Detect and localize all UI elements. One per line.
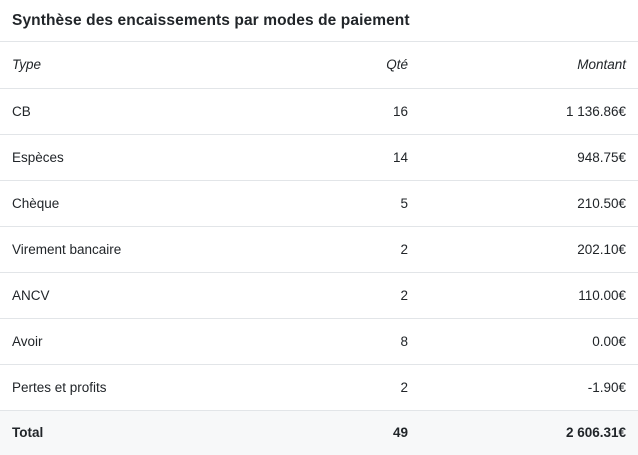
row-type-cell: CB	[0, 88, 300, 135]
row-qty-cell: 16	[300, 88, 420, 135]
row-qty-cell: 5	[300, 180, 420, 227]
row-amount-cell: 0.00€	[420, 318, 638, 365]
column-header-type: Type	[0, 42, 300, 89]
row-amount-cell: 110.00€	[420, 272, 638, 319]
total-label: Total	[0, 410, 300, 455]
total-qty: 49	[300, 410, 420, 455]
row-amount-cell: 948.75€	[420, 134, 638, 181]
table-row: CB 16 1 136.86€	[0, 88, 638, 135]
row-type-cell: Avoir	[0, 318, 300, 365]
row-qty-cell: 2	[300, 272, 420, 319]
table-row: Espèces 14 948.75€	[0, 134, 638, 181]
row-amount-cell: 1 136.86€	[420, 88, 638, 135]
table-row: Chèque 5 210.50€	[0, 180, 638, 227]
row-qty-cell: 2	[300, 226, 420, 273]
column-header-amount: Montant	[420, 42, 638, 89]
total-amount: 2 606.31€	[420, 410, 638, 455]
page-title: Synthèse des encaissements par modes de …	[0, 0, 638, 42]
row-type-cell: ANCV	[0, 272, 300, 319]
row-amount-cell: 210.50€	[420, 180, 638, 227]
row-qty-cell: 2	[300, 364, 420, 411]
table-row: ANCV 2 110.00€	[0, 272, 638, 319]
table-row: Avoir 8 0.00€	[0, 318, 638, 365]
row-type-cell: Chèque	[0, 180, 300, 227]
row-type-cell: Pertes et profits	[0, 364, 300, 411]
table-total-row: Total 49 2 606.31€	[0, 410, 638, 455]
row-qty-cell: 8	[300, 318, 420, 365]
row-type-cell: Virement bancaire	[0, 226, 300, 273]
table-header-row: Type Qté Montant	[0, 42, 638, 89]
column-header-qty: Qté	[300, 42, 420, 89]
row-amount-cell: -1.90€	[420, 364, 638, 411]
table-row: Pertes et profits 2 -1.90€	[0, 364, 638, 411]
row-type-cell: Espèces	[0, 134, 300, 181]
table-row: Virement bancaire 2 202.10€	[0, 226, 638, 273]
payments-table: Type Qté Montant CB 16 1 136.86€ Espèces…	[0, 42, 638, 455]
table-body: CB 16 1 136.86€ Espèces 14 948.75€ Chèqu…	[0, 88, 638, 411]
row-qty-cell: 14	[300, 134, 420, 181]
row-amount-cell: 202.10€	[420, 226, 638, 273]
